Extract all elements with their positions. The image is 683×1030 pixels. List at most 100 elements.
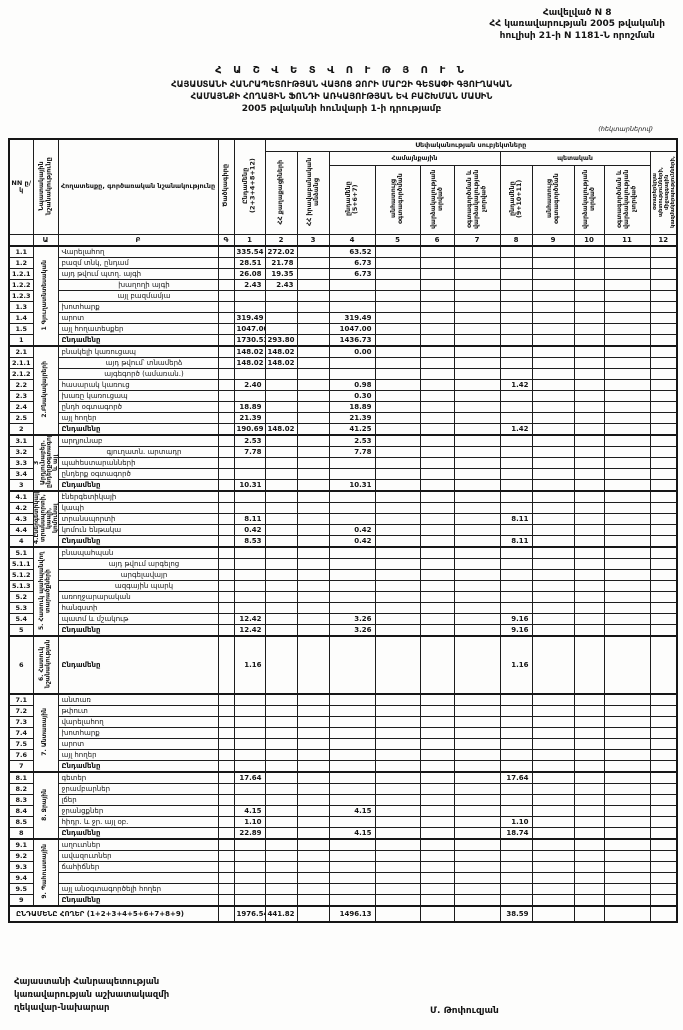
value-cell: 0.42: [328, 535, 376, 548]
value-cell: [328, 771, 376, 784]
value-cell: [374, 613, 421, 625]
value-cell: [531, 861, 575, 873]
grand-total-value: [419, 905, 455, 923]
value-cell: [603, 357, 651, 369]
row-label: այլ հողատեսքեր: [57, 323, 219, 335]
table-row: 8.4 ջրանցքներ 4.15 4.15: [8, 805, 678, 817]
value-cell: [603, 502, 651, 514]
value-cell: [531, 613, 575, 625]
value-cell: [419, 771, 455, 784]
value-cell: [499, 850, 533, 862]
value-cell: [573, 693, 605, 706]
value-cell: [603, 245, 651, 258]
value-cell: [453, 693, 501, 706]
row-number: 9.1: [8, 838, 34, 851]
value-cell: [603, 602, 651, 614]
value-cell: [453, 446, 501, 458]
col-header-landtype: Հողատեսքը, գործառական նշանակությունը: [57, 138, 219, 235]
row-label: էներգետիկայի: [57, 490, 219, 503]
code-cell: [217, 693, 235, 706]
value-cell: [419, 457, 455, 469]
value-cell: [573, 390, 605, 402]
value-cell: [573, 613, 605, 625]
row-label: արոտ: [57, 738, 219, 750]
value-cell: [453, 872, 501, 884]
value-cell: 8.53: [233, 535, 266, 548]
value-cell: [649, 591, 678, 603]
value-cell: [603, 693, 651, 706]
value-cell: 0.42: [233, 524, 266, 536]
value-cell: [374, 390, 421, 402]
value-cell: [328, 513, 376, 525]
value-cell: [296, 850, 330, 862]
value-cell: [603, 727, 651, 739]
value-cell: [296, 312, 330, 324]
value-cell: [374, 749, 421, 761]
table-row: 5.1.1 այդ թվում արգելոց: [8, 558, 678, 570]
section-label: 1 Գյուղատնտեսական: [32, 245, 59, 347]
row-label: անտառ: [57, 693, 219, 706]
value-cell: 9.16: [499, 624, 533, 637]
value-cell: [374, 624, 421, 637]
value-cell: [374, 490, 421, 503]
table-row: 2.5 այլ հողեր 21.39 21.39: [8, 412, 678, 424]
value-cell: [328, 569, 376, 581]
value-cell: [573, 635, 605, 695]
table-row: 3.3 պահեստարանների: [8, 457, 678, 469]
table-row: 1.5 այլ հողատեսքեր 1047.00 1047.00: [8, 323, 678, 335]
value-cell: [328, 861, 376, 873]
value-cell: [499, 794, 533, 806]
value-cell: [419, 446, 455, 458]
value-cell: [531, 738, 575, 750]
code-cell: [217, 390, 235, 402]
value-cell: [573, 457, 605, 469]
row-number: 1.4: [8, 312, 34, 324]
table-row: 9.2 ավազուտներ: [8, 850, 678, 862]
value-cell: [499, 268, 533, 280]
value-cell: [328, 368, 376, 380]
value-cell: [374, 323, 421, 335]
value-cell: [296, 301, 330, 313]
code-cell: [217, 569, 235, 581]
row-number: 2.1.1: [8, 357, 34, 369]
row-label: Ընդամենը: [57, 535, 219, 548]
value-cell: [374, 580, 421, 592]
value-cell: [531, 412, 575, 424]
value-cell: [453, 434, 501, 447]
code-cell: [217, 727, 235, 739]
col-header-community-free-use: անհատույց օգտագործման: [374, 165, 421, 235]
value-cell: [649, 524, 678, 536]
value-cell: [531, 245, 575, 258]
value-cell: [374, 434, 421, 447]
value-cell: [573, 357, 605, 369]
value-cell: [264, 535, 298, 548]
table-row: 7 Ընդամենը: [8, 760, 678, 773]
value-cell: [453, 412, 501, 424]
row-label: բազմ տնկ, ընդամ: [57, 257, 219, 269]
row-number: 5.1.1: [8, 558, 34, 570]
value-cell: [531, 446, 575, 458]
value-cell: [374, 805, 421, 817]
value-cell: [264, 693, 298, 706]
value-cell: [419, 805, 455, 817]
value-cell: [649, 268, 678, 280]
grand-total-label: ԸՆԴԱՄԵՆԸ ՀՈՂԵՐ (1+2+3+4+5+6+7+8+9): [8, 905, 219, 923]
row-label: այլ բազմամյա: [57, 290, 219, 302]
value-cell: [531, 749, 575, 761]
value-cell: [296, 390, 330, 402]
value-cell: [374, 591, 421, 603]
section-label: 3 Արդյունաբեր. ընդերքօգտագործման և այլ ա…: [32, 434, 59, 492]
value-cell: [328, 693, 376, 706]
value-cell: [573, 334, 605, 347]
value-cell: [374, 379, 421, 391]
value-cell: 28.51: [233, 257, 266, 269]
value-cell: [499, 580, 533, 592]
value-cell: [603, 861, 651, 873]
value-cell: [453, 591, 501, 603]
code-cell: [217, 738, 235, 750]
value-cell: [453, 312, 501, 324]
value-cell: [419, 816, 455, 828]
code-cell: [217, 558, 235, 570]
row-number: 1.3: [8, 301, 34, 313]
value-cell: 3.26: [328, 613, 376, 625]
